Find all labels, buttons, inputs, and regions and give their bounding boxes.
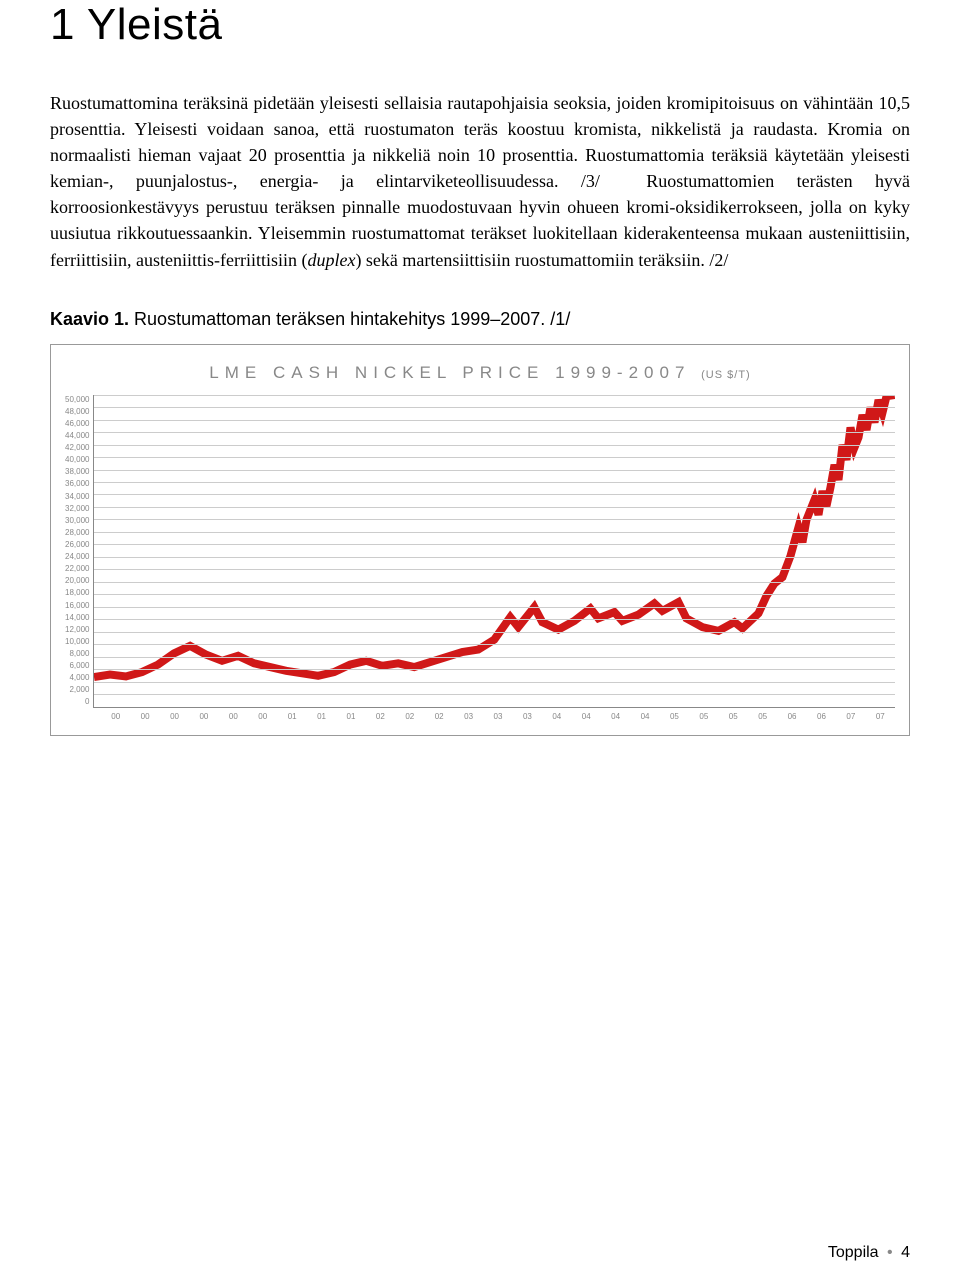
footer-separator-icon: • (887, 1244, 893, 1261)
page-footer: Toppila • 4 (828, 1244, 910, 1262)
x-tick-label: 02 (424, 712, 453, 721)
y-tick-label: 18,000 (65, 588, 89, 597)
grid-line (94, 532, 895, 533)
grid-line (94, 470, 895, 471)
y-tick-label: 24,000 (65, 552, 89, 561)
y-tick-label: 42,000 (65, 443, 89, 452)
y-tick-label: 12,000 (65, 625, 89, 634)
y-tick-label: 2,000 (65, 685, 89, 694)
grid-line (94, 594, 895, 595)
grid-line (94, 544, 895, 545)
grid-line (94, 407, 895, 408)
x-tick-label: 05 (689, 712, 718, 721)
y-tick-label: 20,000 (65, 576, 89, 585)
x-tick-label: 04 (572, 712, 601, 721)
grid-line (94, 657, 895, 658)
grid-line (94, 494, 895, 495)
x-tick-label: 07 (866, 712, 895, 721)
x-tick-label: 00 (219, 712, 248, 721)
x-tick-label: 00 (130, 712, 159, 721)
x-tick-label: 00 (248, 712, 277, 721)
chart-title-main: LME CASH NICKEL PRICE 1999-2007 (209, 363, 690, 382)
x-tick-label: 00 (160, 712, 189, 721)
x-tick-label: 04 (542, 712, 571, 721)
y-tick-label: 26,000 (65, 540, 89, 549)
y-tick-label: 32,000 (65, 504, 89, 513)
y-axis: 50,000 48,000 46,000 44,000 42,000 40,000 38,0… (65, 395, 93, 707)
y-tick-label: 30,000 (65, 516, 89, 525)
x-tick-label: 01 (336, 712, 365, 721)
grid-line (94, 632, 895, 633)
grid-line (94, 445, 895, 446)
x-tick-label: 01 (277, 712, 306, 721)
grid-line (94, 644, 895, 645)
grid-line (94, 607, 895, 608)
x-tick-label: 03 (454, 712, 483, 721)
x-axis: 0000000000000101010202020303030404040405… (101, 712, 895, 721)
price-line (94, 395, 895, 677)
grid-line (94, 694, 895, 695)
footer-author: Toppila (828, 1244, 879, 1261)
plot-area: 50,000 48,000 46,000 44,000 42,000 40,000 38,0… (65, 395, 895, 708)
footer-page-number: 4 (901, 1244, 910, 1261)
caption-label: Kaavio 1. (50, 309, 129, 329)
chart-caption: Kaavio 1. Ruostumattoman teräksen hintak… (50, 309, 910, 330)
price-series (94, 395, 895, 707)
chart-title: LME CASH NICKEL PRICE 1999-2007 (US $/T) (65, 363, 895, 383)
body-paragraph: Ruostumattomina teräksinä pidetään yleis… (50, 90, 910, 273)
x-tick-label: 06 (777, 712, 806, 721)
x-tick-label: 06 (807, 712, 836, 721)
grid-line (94, 557, 895, 558)
y-tick-label: 28,000 (65, 528, 89, 537)
x-tick-label: 05 (748, 712, 777, 721)
x-tick-label: 04 (630, 712, 659, 721)
x-tick-label: 00 (189, 712, 218, 721)
x-tick-label: 01 (307, 712, 336, 721)
grid-line (94, 619, 895, 620)
grid-line (94, 519, 895, 520)
y-tick-label: 36,000 (65, 479, 89, 488)
y-tick-label: 16,000 (65, 601, 89, 610)
x-tick-label: 05 (719, 712, 748, 721)
x-tick-label: 02 (366, 712, 395, 721)
x-tick-label: 03 (513, 712, 542, 721)
y-tick-label: 0 (65, 697, 89, 706)
y-tick-label: 44,000 (65, 431, 89, 440)
y-tick-label: 48,000 (65, 407, 89, 416)
y-tick-label: 50,000 (65, 395, 89, 404)
chart-title-unit: (US $/T) (701, 369, 751, 381)
y-tick-label: 4,000 (65, 673, 89, 682)
y-tick-label: 8,000 (65, 649, 89, 658)
grid-line (94, 420, 895, 421)
grid-line (94, 669, 895, 670)
grid-line (94, 582, 895, 583)
caption-text: Ruostumattoman teräksen hintakehitys 199… (129, 309, 570, 329)
y-tick-label: 10,000 (65, 637, 89, 646)
grid-line (94, 457, 895, 458)
y-tick-label: 46,000 (65, 419, 89, 428)
line-plot (93, 395, 895, 708)
y-tick-label: 34,000 (65, 492, 89, 501)
y-tick-label: 40,000 (65, 455, 89, 464)
y-tick-label: 38,000 (65, 467, 89, 476)
grid-line (94, 432, 895, 433)
x-tick-label: 03 (483, 712, 512, 721)
chart-container: LME CASH NICKEL PRICE 1999-2007 (US $/T)… (50, 344, 910, 736)
x-tick-label: 00 (101, 712, 130, 721)
grid-line (94, 482, 895, 483)
x-tick-label: 04 (601, 712, 630, 721)
grid-line (94, 569, 895, 570)
x-tick-label: 05 (660, 712, 689, 721)
x-tick-label: 02 (395, 712, 424, 721)
y-tick-label: 14,000 (65, 613, 89, 622)
y-tick-label: 22,000 (65, 564, 89, 573)
grid-line (94, 395, 895, 396)
grid-line (94, 507, 895, 508)
y-tick-label: 6,000 (65, 661, 89, 670)
x-tick-label: 07 (836, 712, 865, 721)
grid-line (94, 682, 895, 683)
section-heading: 1 Yleistä (50, 0, 910, 50)
